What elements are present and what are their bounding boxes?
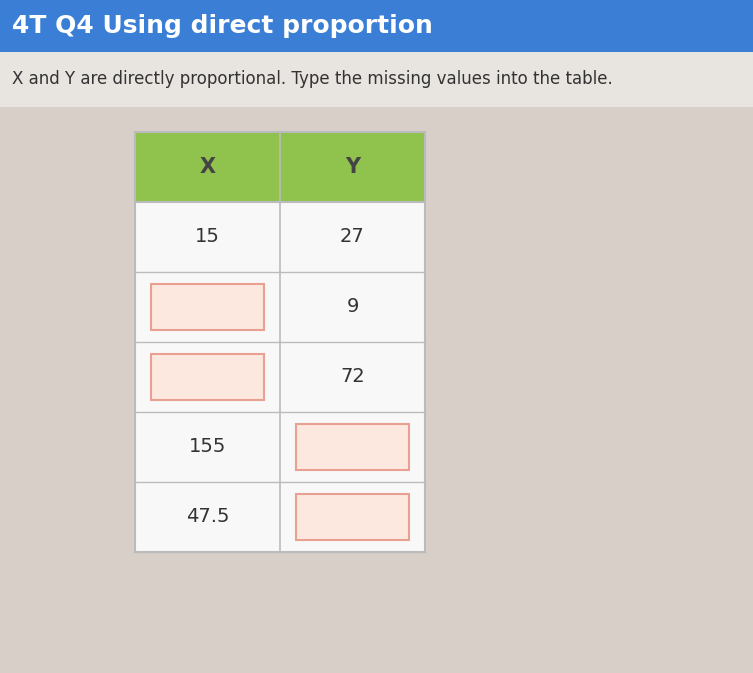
Text: 155: 155 — [189, 437, 226, 456]
FancyBboxPatch shape — [151, 284, 264, 330]
FancyBboxPatch shape — [151, 354, 264, 400]
Text: 27: 27 — [340, 227, 365, 246]
Text: 72: 72 — [340, 367, 365, 386]
FancyBboxPatch shape — [0, 0, 753, 52]
Text: Y: Y — [345, 157, 360, 177]
FancyBboxPatch shape — [135, 132, 425, 202]
FancyBboxPatch shape — [0, 107, 753, 673]
Text: 4T Q4 Using direct proportion: 4T Q4 Using direct proportion — [12, 14, 433, 38]
FancyBboxPatch shape — [296, 424, 409, 470]
FancyBboxPatch shape — [0, 52, 753, 107]
Text: 9: 9 — [346, 297, 358, 316]
FancyBboxPatch shape — [296, 494, 409, 540]
FancyBboxPatch shape — [135, 132, 425, 552]
Text: 15: 15 — [195, 227, 220, 246]
Text: 47.5: 47.5 — [186, 507, 229, 526]
Text: X and Y are directly proportional. Type the missing values into the table.: X and Y are directly proportional. Type … — [12, 71, 613, 89]
Text: X: X — [200, 157, 215, 177]
